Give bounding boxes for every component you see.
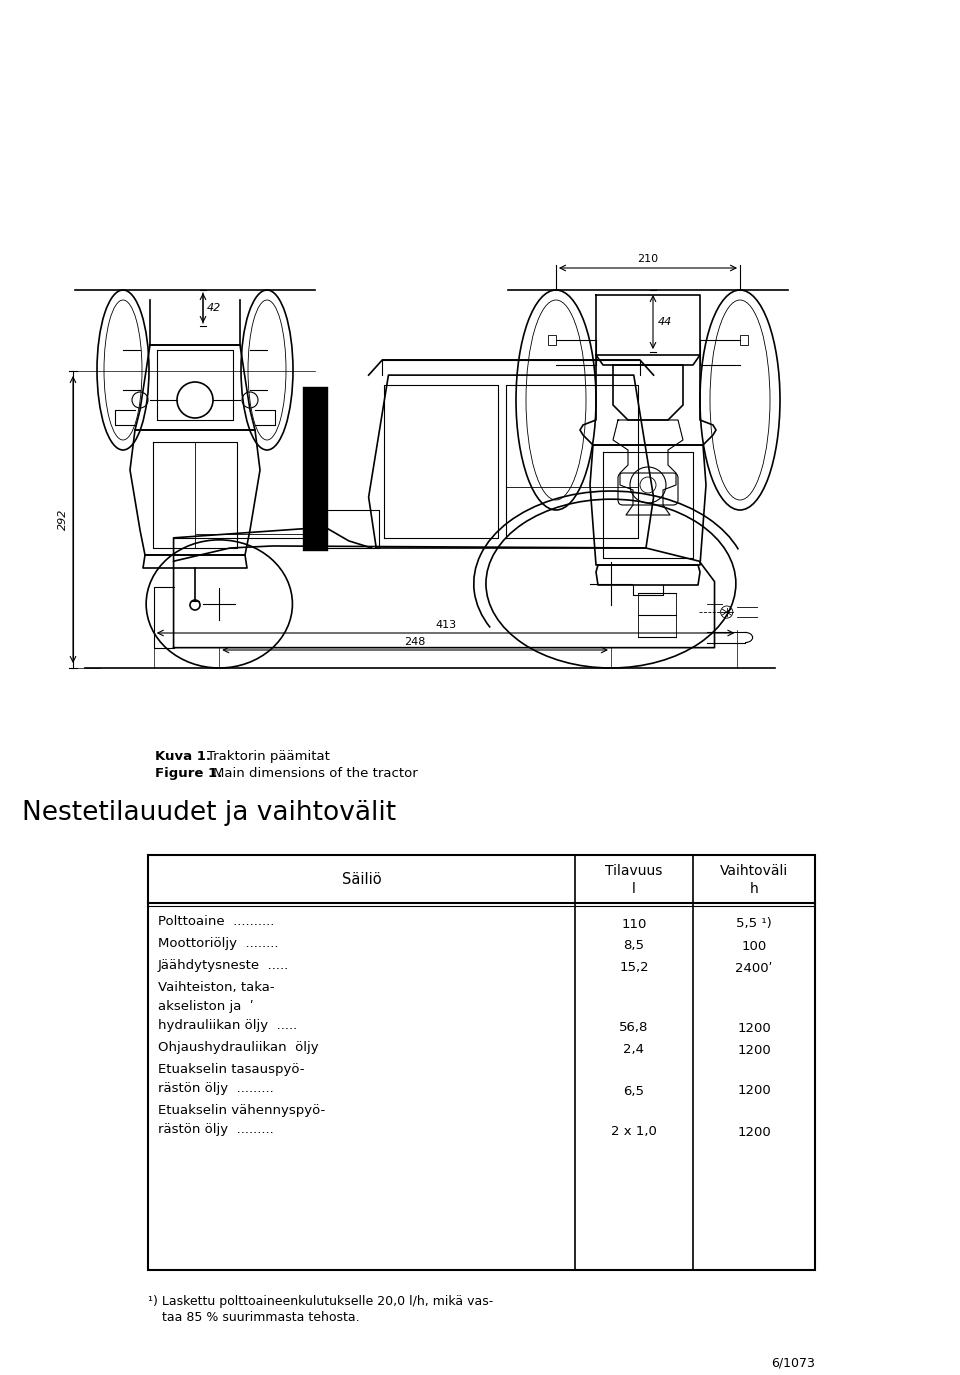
Text: Etuakselin vähennyspyö-: Etuakselin vähennyspyö- bbox=[158, 1104, 325, 1116]
Bar bbox=[548, 336, 556, 345]
Text: 110: 110 bbox=[621, 917, 647, 931]
Text: 5,5 ¹): 5,5 ¹) bbox=[736, 917, 772, 931]
Text: 292: 292 bbox=[58, 509, 68, 531]
Text: ¹) Laskettu polttoaineenkulutukselle 20,0 l/h, mikä vas-: ¹) Laskettu polttoaineenkulutukselle 20,… bbox=[148, 1295, 493, 1308]
Text: Main dimensions of the tractor: Main dimensions of the tractor bbox=[213, 767, 418, 780]
Text: 1200: 1200 bbox=[737, 1044, 771, 1056]
Text: Jäähdytysneste  .....: Jäähdytysneste ..... bbox=[158, 958, 289, 972]
Text: akseliston ja  ʹ: akseliston ja ʹ bbox=[158, 1000, 253, 1013]
Text: Tilavuus: Tilavuus bbox=[606, 864, 662, 879]
Text: 2 x 1,0: 2 x 1,0 bbox=[612, 1126, 657, 1138]
Text: Polttoaine  ..........: Polttoaine .......... bbox=[158, 914, 275, 928]
Text: 1200: 1200 bbox=[737, 1022, 771, 1034]
Text: 42: 42 bbox=[207, 302, 221, 314]
Text: 6/1073: 6/1073 bbox=[771, 1356, 815, 1370]
Text: Kuva 1.: Kuva 1. bbox=[155, 749, 211, 763]
Text: Figure 1.: Figure 1. bbox=[155, 767, 223, 780]
Text: Vaihteiston, taka-: Vaihteiston, taka- bbox=[158, 980, 275, 994]
Text: Vaihtoväli: Vaihtoväli bbox=[720, 864, 788, 879]
Text: Etuakselin tasauspyö-: Etuakselin tasauspyö- bbox=[158, 1063, 304, 1077]
Text: taa 85 % suurimmasta tehosta.: taa 85 % suurimmasta tehosta. bbox=[162, 1310, 360, 1324]
Text: 44: 44 bbox=[658, 318, 672, 327]
Text: 1200: 1200 bbox=[737, 1085, 771, 1097]
Text: 2400ʹ: 2400ʹ bbox=[735, 961, 773, 975]
Text: 6,5: 6,5 bbox=[623, 1085, 644, 1097]
Text: 100: 100 bbox=[741, 939, 767, 953]
Text: Nestetilauudet ja vaihtovälit: Nestetilauudet ja vaihtovälit bbox=[22, 800, 396, 826]
Text: Moottoriöljy  ........: Moottoriöljy ........ bbox=[158, 936, 278, 950]
Text: Säiliö: Säiliö bbox=[342, 872, 381, 887]
Bar bbox=[740, 336, 748, 345]
Text: l: l bbox=[632, 881, 636, 896]
Text: 248: 248 bbox=[404, 637, 426, 648]
Circle shape bbox=[310, 388, 321, 399]
Text: 1200: 1200 bbox=[737, 1126, 771, 1138]
Text: Ohjaushydrauliikan  öljy: Ohjaushydrauliikan öljy bbox=[158, 1041, 319, 1055]
Text: 8,5: 8,5 bbox=[623, 939, 644, 953]
Text: 15,2: 15,2 bbox=[619, 961, 649, 975]
Text: Traktorin päämitat: Traktorin päämitat bbox=[207, 749, 330, 763]
Text: hydrauliikan öljy  .....: hydrauliikan öljy ..... bbox=[158, 1019, 298, 1033]
Text: 2,4: 2,4 bbox=[623, 1044, 644, 1056]
Text: 210: 210 bbox=[637, 254, 659, 264]
Text: rästön öljy  .........: rästön öljy ......... bbox=[158, 1082, 274, 1094]
Text: h: h bbox=[750, 881, 758, 896]
Text: 413: 413 bbox=[435, 620, 456, 630]
Bar bbox=[148, 855, 815, 1270]
Text: 56,8: 56,8 bbox=[619, 1022, 649, 1034]
Text: rästön öljy  .........: rästön öljy ......... bbox=[158, 1123, 274, 1136]
